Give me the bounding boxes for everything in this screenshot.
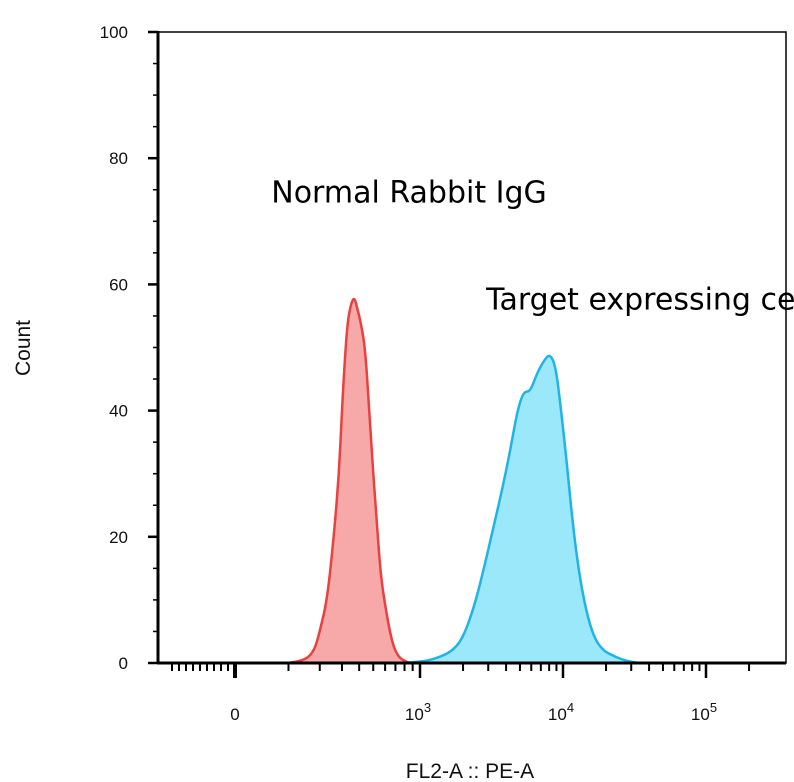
plot-frame <box>157 31 787 664</box>
y-tick-label: 40 <box>109 402 128 421</box>
y-tick-label: 20 <box>109 528 128 547</box>
series-layer <box>288 297 640 665</box>
x-tick-label: 103 <box>405 700 431 724</box>
x-tick-label: 0 <box>230 705 239 724</box>
y-tick-label: 0 <box>119 654 128 673</box>
annotation-2: Target expressing cell <box>485 283 794 318</box>
x-tick-label: 104 <box>548 700 574 724</box>
y-tick-label: 100 <box>100 23 128 42</box>
series-1-area <box>288 299 411 663</box>
y-tick-label: 80 <box>109 149 128 168</box>
series-2-line <box>404 354 640 665</box>
x-tick-label: 105 <box>691 700 717 724</box>
x-axis-title: FL2-A :: PE-A <box>406 760 534 782</box>
series-1-line <box>288 297 411 665</box>
y-tick-label: 60 <box>109 275 128 294</box>
annotation-1: Normal Rabbit IgG <box>271 175 547 210</box>
y-axis-title: Count <box>12 320 35 376</box>
axes-layer <box>148 30 787 678</box>
series-2-area <box>404 355 640 663</box>
